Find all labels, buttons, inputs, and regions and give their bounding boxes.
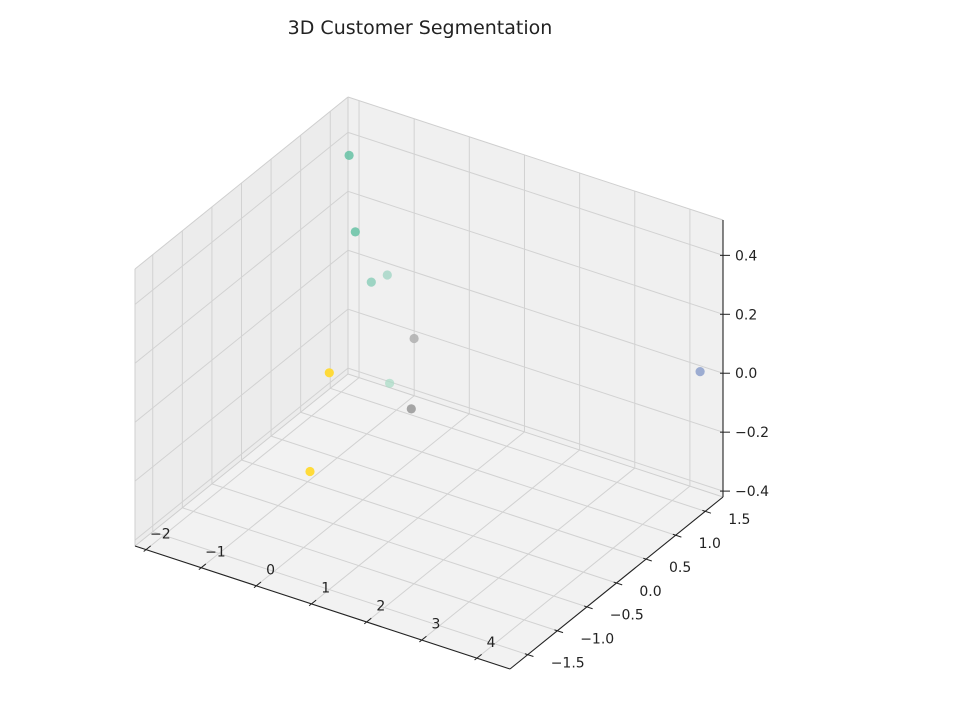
y-tick-label: 0.5 — [669, 560, 691, 576]
data-point — [366, 277, 376, 287]
data-point — [695, 367, 705, 377]
x-tick-label: 1 — [321, 581, 330, 597]
pane-edge — [347, 96, 724, 221]
grid-line-z-left — [134, 367, 349, 541]
grid-line-z-back — [347, 190, 724, 315]
x-tick-label: 3 — [432, 617, 441, 633]
data-points — [305, 150, 705, 477]
data-point — [305, 466, 315, 477]
axis-lines — [134, 96, 724, 670]
z-tick-label: 0.0 — [735, 366, 757, 382]
x-tick — [474, 653, 482, 661]
y-tick — [702, 509, 712, 514]
z-tick-label: −0.2 — [735, 425, 769, 441]
data-point — [406, 404, 416, 414]
x-tick-label: 2 — [376, 599, 385, 615]
grid-line-z-left — [134, 131, 349, 305]
grid-line-y-floor — [211, 483, 588, 608]
data-point — [382, 270, 392, 280]
grid-line-y-floor — [300, 411, 676, 536]
grid-line-z-left — [134, 308, 349, 482]
grid-line-z-back — [347, 249, 724, 374]
back-wall-pane — [348, 97, 723, 497]
x-tick-label: −2 — [150, 526, 171, 542]
pane-edge — [134, 96, 349, 270]
pane-edge — [134, 373, 349, 547]
grid-line-z-left — [134, 249, 349, 423]
grid-line-y-floor — [152, 531, 528, 656]
x-tick — [253, 581, 262, 589]
y-tick — [613, 581, 623, 586]
y-tick — [643, 557, 652, 562]
grid-line-z-back — [347, 308, 724, 433]
x-tick — [198, 563, 207, 570]
z-tick-label: −0.4 — [735, 484, 769, 500]
grid-lines — [134, 100, 724, 659]
data-point — [409, 333, 419, 344]
y-tick — [583, 605, 593, 610]
grid-line-y-floor — [241, 459, 617, 584]
grid-line-y-floor — [182, 507, 558, 632]
x-tick-label: −1 — [205, 544, 226, 560]
grid-line-y-floor — [270, 435, 647, 560]
x-tick — [308, 599, 317, 607]
y-tick-label: −0.5 — [610, 608, 644, 624]
x-tick-label: 4 — [487, 635, 496, 651]
y-tick — [672, 533, 682, 538]
y-tick-label: −1.0 — [580, 632, 614, 648]
x-tick — [143, 545, 152, 552]
data-point — [350, 227, 360, 237]
data-point — [344, 150, 354, 160]
data-point — [324, 368, 334, 378]
y-tick-label: 0.0 — [639, 584, 661, 600]
y-tick — [524, 653, 534, 658]
grid-line-z-back — [347, 367, 724, 492]
x-tick — [363, 617, 372, 625]
grid-line-z-back — [347, 131, 724, 256]
tick-marks — [143, 254, 730, 661]
z-tick-label: 0.4 — [735, 248, 757, 264]
chart-title: 3D Customer Segmentation — [288, 17, 553, 39]
y-tick-label: 1.5 — [728, 512, 750, 528]
x-tick-label: 0 — [266, 563, 275, 579]
z-tick-label: 0.2 — [735, 307, 757, 323]
grid-line-y-floor — [330, 387, 706, 512]
x-axis-line — [134, 545, 511, 670]
y-tick — [554, 629, 564, 634]
x-tick — [419, 635, 427, 643]
y-tick-label: 1.0 — [699, 536, 721, 552]
y-tick-label: −1.5 — [551, 656, 585, 672]
grid-line-z-left — [134, 190, 349, 364]
pane-edge — [347, 373, 724, 498]
tick-labels: −2 −1 0 1 2 3 4 −1.5 −1.0 −0.5 0.0 0.5 1.0 1.5 −0.4 −0.… — [150, 248, 769, 671]
data-point — [385, 378, 395, 388]
